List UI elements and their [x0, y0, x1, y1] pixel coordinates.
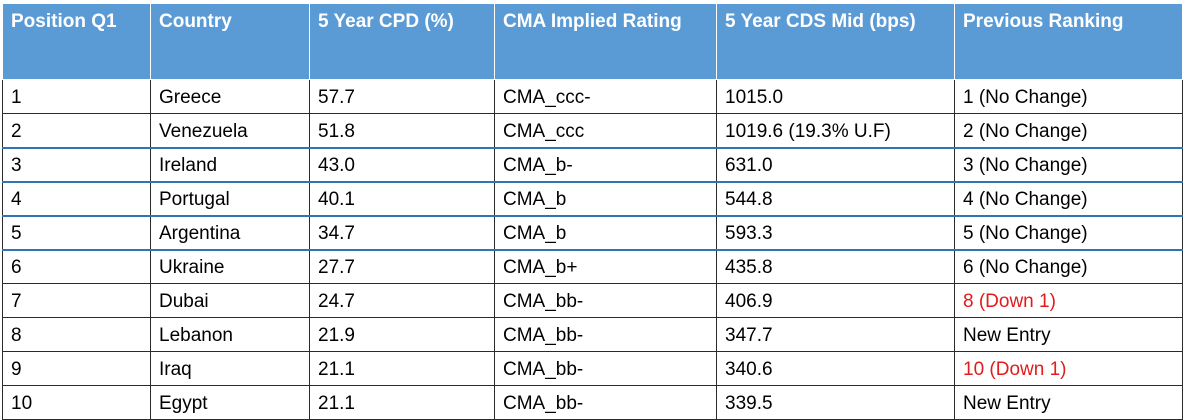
- cell-cpd: 34.7: [309, 215, 495, 251]
- cell-country: Iraq: [150, 351, 310, 386]
- cell-rating: CMA_b+: [494, 249, 717, 284]
- cell-position: 6: [2, 249, 151, 284]
- cell-rating: CMA_bb-: [494, 351, 717, 386]
- cell-cds: 406.9: [716, 283, 955, 318]
- cell-cds: 593.3: [716, 215, 955, 251]
- cell-position: 8: [2, 317, 151, 352]
- cell-previous: 3 (No Change): [954, 147, 1183, 183]
- table-container: Position Q1 Country 5 Year CPD (%) CMA I…: [2, 3, 1183, 420]
- cell-rating: CMA_b: [494, 215, 717, 251]
- cell-country: Venezuela: [150, 113, 310, 149]
- cell-previous: 2 (No Change): [954, 113, 1183, 149]
- table-row: 2 Venezuela 51.8 CMA_ccc 1019.6 (19.3% U…: [2, 113, 1183, 149]
- cell-previous: 6 (No Change): [954, 249, 1183, 284]
- cell-cpd: 21.9: [309, 317, 495, 352]
- cell-position: 10: [2, 385, 151, 420]
- cell-country: Egypt: [150, 385, 310, 420]
- cell-cds: 1015.0: [716, 79, 955, 114]
- cell-cpd: 24.7: [309, 283, 495, 318]
- cell-position: 2: [2, 113, 151, 149]
- sovereign-risk-table: Position Q1 Country 5 Year CPD (%) CMA I…: [2, 3, 1183, 420]
- cell-country: Greece: [150, 79, 310, 114]
- cell-position: 9: [2, 351, 151, 386]
- cell-previous: 1 (No Change): [954, 79, 1183, 114]
- table-row: 8 Lebanon 21.9 CMA_bb- 347.7 New Entry: [2, 317, 1183, 352]
- header-cpd: 5 Year CPD (%): [309, 3, 495, 80]
- table-row: 7 Dubai 24.7 CMA_bb- 406.9 8 (Down 1): [2, 283, 1183, 318]
- cell-position: 3: [2, 147, 151, 183]
- cell-cds: 339.5: [716, 385, 955, 420]
- cell-cpd: 21.1: [309, 385, 495, 420]
- table-row: 1 Greece 57.7 CMA_ccc- 1015.0 1 (No Chan…: [2, 79, 1183, 114]
- cell-position: 1: [2, 79, 151, 114]
- cell-cds: 544.8: [716, 181, 955, 217]
- cell-country: Ireland: [150, 147, 310, 183]
- cell-position: 4: [2, 181, 151, 217]
- cell-country: Portugal: [150, 181, 310, 217]
- cell-cds: 1019.6 (19.3% U.F): [716, 113, 955, 149]
- cell-previous: New Entry: [954, 317, 1183, 352]
- cell-previous: 4 (No Change): [954, 181, 1183, 217]
- cell-rating: CMA_bb-: [494, 317, 717, 352]
- cell-cds: 340.6: [716, 351, 955, 386]
- cell-rating: CMA_ccc-: [494, 79, 717, 114]
- table-row: 6 Ukraine 27.7 CMA_b+ 435.8 6 (No Change…: [2, 249, 1183, 284]
- cell-previous: 5 (No Change): [954, 215, 1183, 251]
- header-previous-ranking: Previous Ranking: [954, 3, 1183, 80]
- cell-country: Argentina: [150, 215, 310, 251]
- cell-previous: 10 (Down 1): [954, 351, 1183, 386]
- cell-cds: 435.8: [716, 249, 955, 284]
- cell-country: Ukraine: [150, 249, 310, 284]
- table-row: 9 Iraq 21.1 CMA_bb- 340.6 10 (Down 1): [2, 351, 1183, 386]
- cell-cds: 347.7: [716, 317, 955, 352]
- cell-cpd: 43.0: [309, 147, 495, 183]
- table-body: 1 Greece 57.7 CMA_ccc- 1015.0 1 (No Chan…: [2, 79, 1183, 420]
- cell-cpd: 21.1: [309, 351, 495, 386]
- header-cds: 5 Year CDS Mid (bps): [716, 3, 955, 80]
- header-row: Position Q1 Country 5 Year CPD (%) CMA I…: [2, 3, 1183, 80]
- table-row: 3 Ireland 43.0 CMA_b- 631.0 3 (No Change…: [2, 147, 1183, 183]
- cell-cpd: 27.7: [309, 249, 495, 284]
- table-row: 4 Portugal 40.1 CMA_b 544.8 4 (No Change…: [2, 181, 1183, 217]
- header-country: Country: [150, 3, 310, 80]
- cell-rating: CMA_bb-: [494, 283, 717, 318]
- table-row: 5 Argentina 34.7 CMA_b 593.3 5 (No Chang…: [2, 215, 1183, 251]
- cell-cpd: 51.8: [309, 113, 495, 149]
- table-row: 10 Egypt 21.1 CMA_bb- 339.5 New Entry: [2, 385, 1183, 420]
- cell-previous: New Entry: [954, 385, 1183, 420]
- header-rating: CMA Implied Rating: [494, 3, 717, 80]
- cell-cpd: 40.1: [309, 181, 495, 217]
- cell-position: 5: [2, 215, 151, 251]
- cell-position: 7: [2, 283, 151, 318]
- cell-rating: CMA_b-: [494, 147, 717, 183]
- cell-rating: CMA_bb-: [494, 385, 717, 420]
- cell-previous: 8 (Down 1): [954, 283, 1183, 318]
- cell-cpd: 57.7: [309, 79, 495, 114]
- header-position: Position Q1: [2, 3, 151, 80]
- cell-cds: 631.0: [716, 147, 955, 183]
- cell-country: Dubai: [150, 283, 310, 318]
- cell-rating: CMA_b: [494, 181, 717, 217]
- cell-rating: CMA_ccc: [494, 113, 717, 149]
- cell-country: Lebanon: [150, 317, 310, 352]
